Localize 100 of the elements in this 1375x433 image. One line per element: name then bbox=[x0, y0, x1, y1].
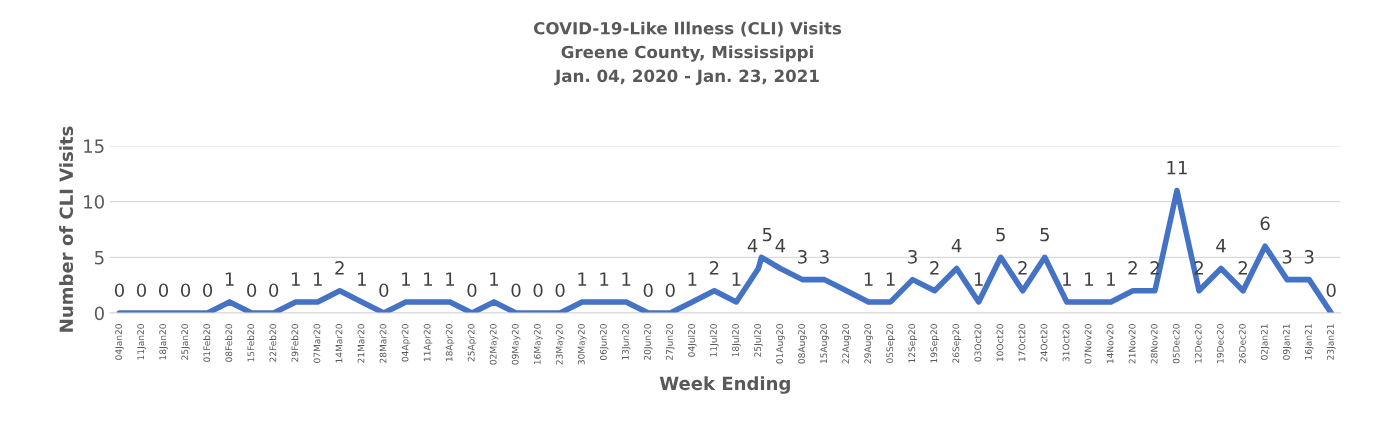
x-tick-label: 12Sep20 bbox=[908, 324, 917, 363]
data-label: 1 bbox=[424, 272, 432, 286]
data-label: 1 bbox=[358, 272, 366, 286]
data-label: 1 bbox=[1107, 272, 1115, 286]
data-label: 0 bbox=[203, 283, 213, 298]
data-label: 2 bbox=[335, 261, 344, 275]
data-label: 0 bbox=[136, 283, 147, 298]
data-label: 4 bbox=[951, 239, 962, 253]
x-tick-label: 15Feb20 bbox=[247, 324, 255, 362]
x-tick-label: 25Jul20 bbox=[753, 324, 763, 357]
data-label: 11 bbox=[1167, 161, 1187, 175]
data-label: 2 bbox=[1018, 261, 1027, 275]
data-label: 1 bbox=[1085, 272, 1093, 286]
x-tick-label: 16May20 bbox=[533, 324, 543, 365]
data-label: 0 bbox=[180, 283, 191, 298]
data-label: 3 bbox=[820, 249, 829, 264]
data-label: 0 bbox=[269, 283, 279, 298]
x-tick-label: 28Mar20 bbox=[379, 324, 387, 363]
data-label: 0 bbox=[379, 283, 389, 298]
data-label: 0 bbox=[158, 283, 169, 298]
x-tick-label: 18Jul20 bbox=[731, 324, 741, 357]
data-label: 2 bbox=[930, 261, 939, 275]
data-label: 0 bbox=[555, 283, 565, 298]
data-label: 4 bbox=[1216, 239, 1226, 253]
x-tick-label: 25Jan20 bbox=[181, 324, 190, 360]
data-label: 0 bbox=[1326, 283, 1336, 298]
data-label: 3 bbox=[798, 249, 807, 264]
data-label: 4 bbox=[747, 239, 758, 253]
data-label: 2 bbox=[1238, 261, 1247, 275]
x-tick-label: 14Nov20 bbox=[1106, 324, 1114, 364]
x-tick-label: 23May20 bbox=[555, 324, 565, 365]
x-tick-label: 11Jan20 bbox=[137, 324, 146, 360]
x-tick-label: 05Dec20 bbox=[1172, 324, 1180, 364]
data-label: 0 bbox=[467, 283, 477, 298]
x-tick-label: 01Feb20 bbox=[203, 324, 211, 362]
x-tick-label: 11Jul20 bbox=[709, 324, 719, 357]
data-label: 1 bbox=[622, 272, 631, 286]
x-tick-label: 07Nov20 bbox=[1084, 324, 1092, 364]
x-tick-label: 22Feb20 bbox=[269, 324, 277, 362]
data-label: 0 bbox=[665, 283, 675, 298]
data-label: 5 bbox=[1040, 227, 1049, 242]
x-tick-label: 17Oct20 bbox=[1018, 324, 1026, 362]
x-tick-label: 18Jan20 bbox=[159, 324, 168, 360]
x-tick-label: 28Nov20 bbox=[1150, 324, 1158, 364]
x-tick-label: 07Mar20 bbox=[313, 324, 321, 363]
x-tick-label: 08Feb20 bbox=[225, 324, 233, 362]
x-tick-label: 04Jan20 bbox=[115, 324, 124, 360]
data-label: 3 bbox=[1282, 249, 1292, 264]
x-tick-label: 04Jul20 bbox=[687, 324, 697, 357]
x-tick-label: 15Aug20 bbox=[820, 324, 829, 364]
data-label: 1 bbox=[688, 272, 697, 286]
y-axis-title: Number of CLI Visits bbox=[59, 126, 74, 332]
x-tick-label: 03Oct20 bbox=[974, 324, 982, 362]
x-tick-label: 05Sep20 bbox=[886, 324, 895, 363]
data-label: 2 bbox=[1128, 261, 1137, 275]
y-tick-label: 15 bbox=[84, 139, 104, 154]
y-tick-label: 0 bbox=[94, 306, 104, 321]
data-label: 1 bbox=[225, 272, 234, 286]
data-label: 1 bbox=[600, 272, 609, 286]
x-tick-label: 26Sep20 bbox=[952, 324, 962, 363]
data-label: 1 bbox=[864, 272, 873, 286]
x-tick-label: 23Jan21 bbox=[1326, 324, 1336, 360]
x-tick-label: 02May20 bbox=[489, 324, 499, 365]
data-label: 1 bbox=[313, 272, 322, 286]
x-tick-label: 08Aug20 bbox=[798, 324, 807, 364]
x-tick-label: 19Dec20 bbox=[1216, 324, 1224, 363]
x-tick-label: 31Oct20 bbox=[1062, 324, 1070, 362]
x-tick-label: 18Apr20 bbox=[445, 324, 455, 362]
x-tick-label: 09May20 bbox=[511, 324, 521, 365]
data-label: 1 bbox=[1063, 272, 1071, 286]
data-label: 0 bbox=[114, 283, 124, 298]
data-label: 0 bbox=[247, 283, 257, 298]
x-tick-label: 21Mar20 bbox=[357, 324, 365, 363]
data-label: 5 bbox=[996, 227, 1005, 242]
data-label: 3 bbox=[1304, 249, 1314, 264]
data-label: 1 bbox=[578, 272, 587, 286]
x-tick-label: 29Feb20 bbox=[291, 324, 299, 362]
chart-title: COVID-19-Like Illness (CLI) Visits Greene County, Mississippi Jan. 04, 2020 - Jan. 23, 2021 bbox=[533, 21, 842, 86]
x-tick-label: 13Jun20 bbox=[621, 324, 631, 360]
x-tick-label: 22Aug20 bbox=[842, 324, 851, 364]
data-label: 1 bbox=[490, 272, 499, 286]
data-label: 1 bbox=[402, 272, 410, 286]
x-tick-label: 26Dec20 bbox=[1238, 324, 1246, 364]
data-label: 5 bbox=[762, 227, 772, 242]
x-tick-label: 01Aug20 bbox=[776, 324, 785, 364]
data-label: 2 bbox=[709, 261, 719, 275]
data-label: 1 bbox=[974, 272, 983, 286]
x-tick-label: 12Dec20 bbox=[1194, 324, 1202, 363]
x-tick-label: 02Jan21 bbox=[1260, 324, 1270, 360]
data-label: 0 bbox=[511, 283, 521, 298]
x-tick-label: 09Jan21 bbox=[1282, 324, 1292, 360]
x-axis-title: Week Ending bbox=[659, 376, 790, 394]
data-label: 6 bbox=[1260, 216, 1270, 231]
data-label: 0 bbox=[643, 283, 653, 298]
x-tick-label: 19Sep20 bbox=[930, 324, 939, 363]
data-label: 1 bbox=[446, 272, 454, 286]
x-tick-label: 29Aug20 bbox=[864, 324, 873, 364]
x-tick-label: 11Apr20 bbox=[423, 324, 433, 362]
y-tick-label: 10 bbox=[84, 195, 104, 209]
x-tick-label: 16Jan21 bbox=[1304, 324, 1314, 360]
